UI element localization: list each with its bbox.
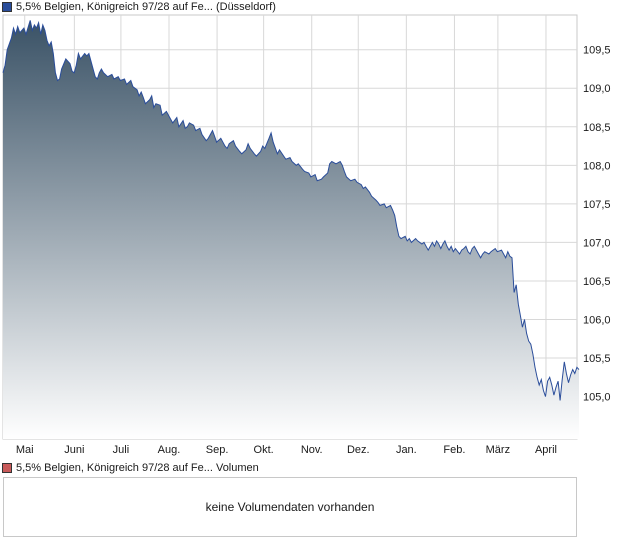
y-tick-label: 108,0 (583, 160, 611, 172)
volume-legend-label: 5,5% Belgien, Königreich 97/28 auf Fe...… (16, 462, 259, 474)
y-tick-label: 107,0 (583, 237, 611, 249)
x-tick-label: April (535, 444, 557, 456)
x-tick-label: Feb. (443, 444, 465, 456)
x-tick-label: Juli (113, 444, 130, 456)
price-legend-label: 5,5% Belgien, Königreich 97/28 auf Fe...… (16, 1, 276, 13)
price-area (3, 20, 579, 440)
y-tick-label: 106,0 (583, 315, 611, 327)
x-tick-label: Okt. (254, 444, 274, 456)
y-tick-label: 108,5 (583, 122, 611, 134)
x-axis: Mai Juni Juli Aug. Sep. Okt. Nov. Dez. Jan. Feb. M… (16, 444, 557, 456)
x-tick-label: Nov. (301, 444, 323, 456)
price-line (2, 20, 580, 401)
x-tick-label: Dez. (347, 444, 370, 456)
volume-panel: keine Volumendaten vorhanden (3, 477, 577, 537)
y-tick-label: 109,0 (583, 83, 611, 95)
y-tick-label: 106,5 (583, 276, 611, 288)
y-tick-label: 105,5 (583, 353, 611, 365)
volume-legend: 5,5% Belgien, Königreich 97/28 auf Fe...… (2, 461, 259, 475)
volume-series-swatch (2, 463, 12, 473)
y-axis: 109,5 109,0 108,5 108,0 107,5 107,0 106,5 106,0… (583, 45, 611, 404)
no-volume-message: keine Volumendaten vorhanden (205, 500, 375, 514)
x-tick-label: Sep. (206, 444, 229, 456)
x-tick-label: Mai (16, 444, 34, 456)
price-series-swatch (2, 2, 12, 12)
x-tick-label: Jan. (396, 444, 417, 456)
x-tick-label: Aug. (158, 444, 181, 456)
y-tick-label: 109,5 (583, 45, 611, 57)
y-tick-label: 107,5 (583, 199, 611, 211)
price-legend: 5,5% Belgien, Königreich 97/28 auf Fe...… (2, 0, 276, 14)
x-tick-label: Juni (64, 444, 84, 456)
x-tick-label: März (486, 444, 510, 456)
price-chart: 109,5 109,0 108,5 108,0 107,5 107,0 106,5 106,0… (2, 14, 611, 456)
y-tick-label: 105,0 (583, 392, 611, 404)
